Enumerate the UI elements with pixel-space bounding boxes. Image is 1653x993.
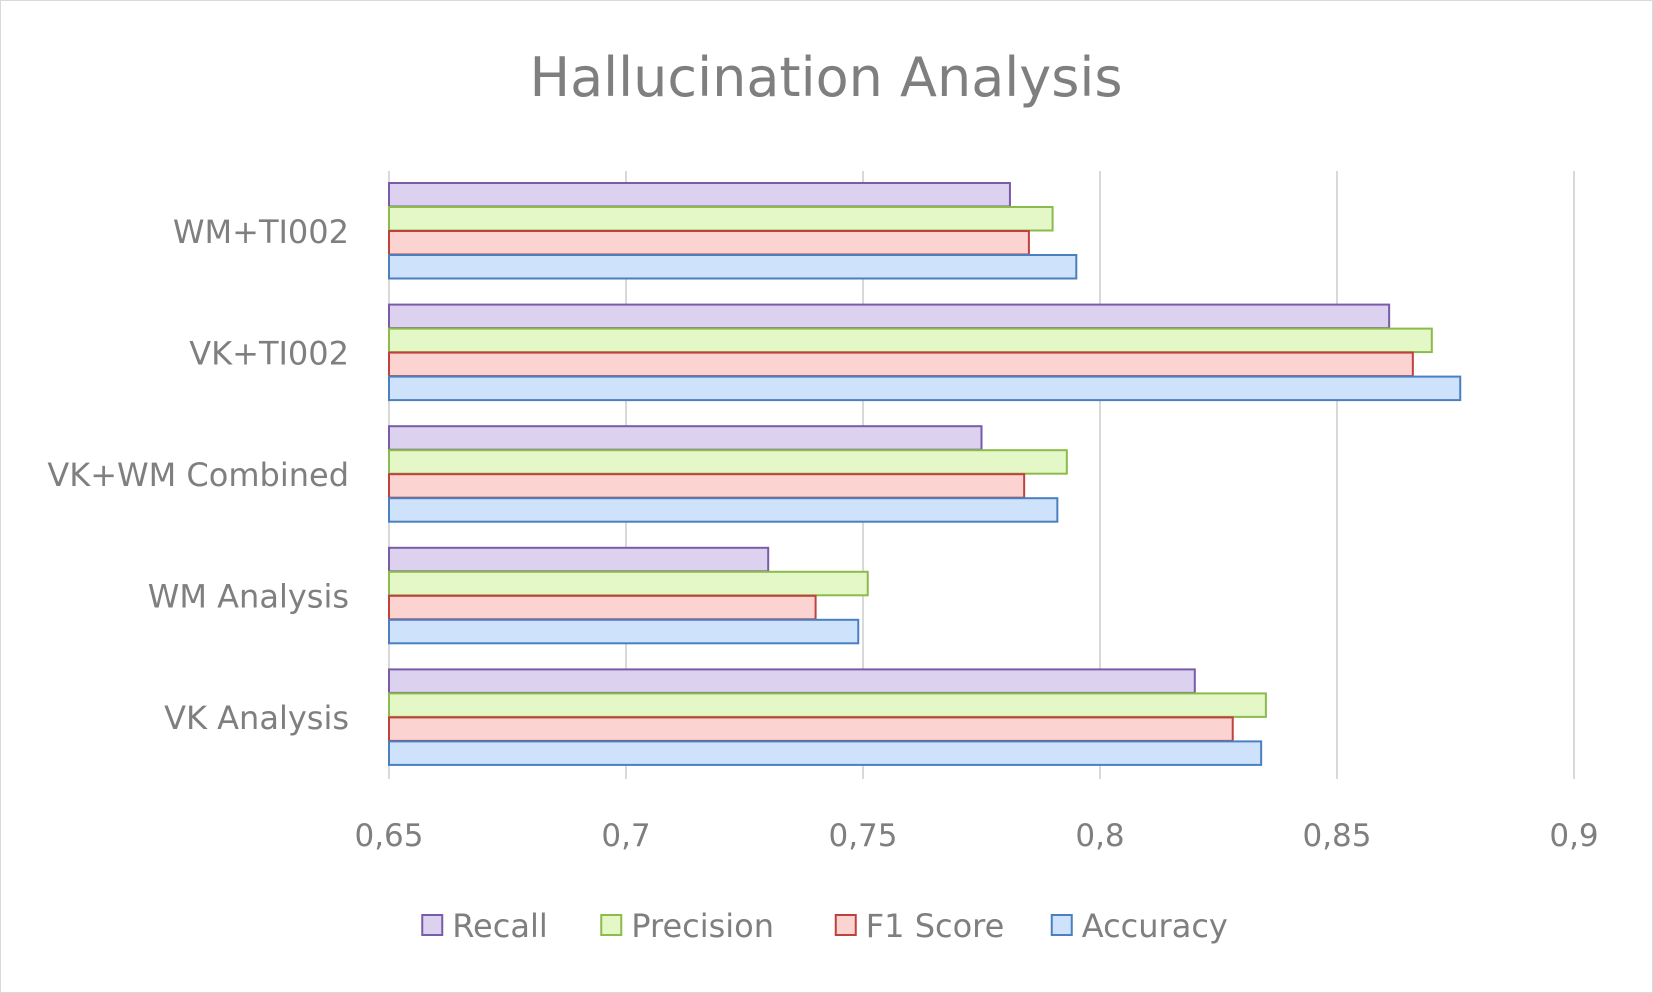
bar-precision bbox=[388, 327, 1433, 354]
category-group bbox=[388, 303, 1462, 402]
bar-f1-score bbox=[388, 351, 1414, 378]
bar-accuracy bbox=[388, 254, 1078, 280]
legend-label: Recall bbox=[452, 907, 547, 945]
bar-precision bbox=[388, 692, 1267, 718]
category-group bbox=[388, 425, 1068, 523]
x-tick-label: 0,9 bbox=[1549, 818, 1598, 854]
category-label: WM+TI002 bbox=[173, 213, 349, 251]
category-label: VK+TI002 bbox=[189, 334, 349, 372]
x-tick-label: 0,7 bbox=[601, 818, 650, 854]
bar-accuracy bbox=[388, 618, 860, 645]
category-group bbox=[388, 182, 1078, 280]
bar-precision bbox=[388, 206, 1054, 232]
legend-swatch bbox=[834, 914, 857, 936]
x-tick-label: 0,75 bbox=[828, 818, 897, 854]
bar-recall bbox=[388, 425, 983, 451]
bar-recall bbox=[388, 546, 770, 573]
bar-recall bbox=[388, 182, 1011, 208]
legend: Recall Precision F1 Score Accuracy bbox=[421, 907, 1228, 945]
bar-recall bbox=[388, 668, 1196, 694]
category-labels: WM+TI002 VK+TI002 VK+WM Combined WM Analysi… bbox=[47, 213, 349, 737]
x-tick-label: 0,65 bbox=[354, 818, 423, 854]
bars bbox=[388, 182, 1462, 766]
bar-f1-score bbox=[388, 716, 1234, 742]
legend-swatch bbox=[600, 914, 623, 936]
category-label: WM Analysis bbox=[148, 578, 349, 616]
bar-accuracy bbox=[388, 740, 1263, 766]
legend-swatch bbox=[421, 914, 444, 936]
x-tick-label: 0,85 bbox=[1302, 818, 1371, 854]
category-label: VK Analysis bbox=[164, 699, 349, 737]
legend-item-recall: Recall bbox=[421, 907, 548, 945]
bar-recall bbox=[388, 303, 1391, 330]
bar-f1-score bbox=[388, 230, 1030, 256]
bar-f1-score bbox=[388, 473, 1026, 499]
legend-swatch bbox=[1050, 914, 1073, 936]
bar-accuracy bbox=[388, 497, 1059, 523]
legend-label: Precision bbox=[631, 907, 774, 945]
chart-title: Hallucination Analysis bbox=[529, 46, 1122, 109]
legend-item-accuracy: Accuracy bbox=[1050, 907, 1228, 945]
category-group bbox=[388, 668, 1267, 766]
category-label: VK+WM Combined bbox=[47, 456, 349, 494]
bar-accuracy bbox=[388, 375, 1462, 402]
x-tick-labels: 0,65 0,7 0,75 0,8 0,85 0,9 bbox=[354, 818, 1598, 854]
legend-label: Accuracy bbox=[1082, 907, 1228, 945]
bar-precision bbox=[388, 449, 1068, 475]
legend-label: F1 Score bbox=[866, 907, 1005, 945]
legend-item-f1-score: F1 Score bbox=[834, 907, 1005, 945]
bar-f1-score bbox=[388, 594, 817, 621]
legend-item-precision: Precision bbox=[600, 907, 774, 945]
bar-precision bbox=[388, 570, 869, 597]
x-tick-label: 0,8 bbox=[1075, 818, 1124, 854]
category-group bbox=[388, 546, 869, 645]
